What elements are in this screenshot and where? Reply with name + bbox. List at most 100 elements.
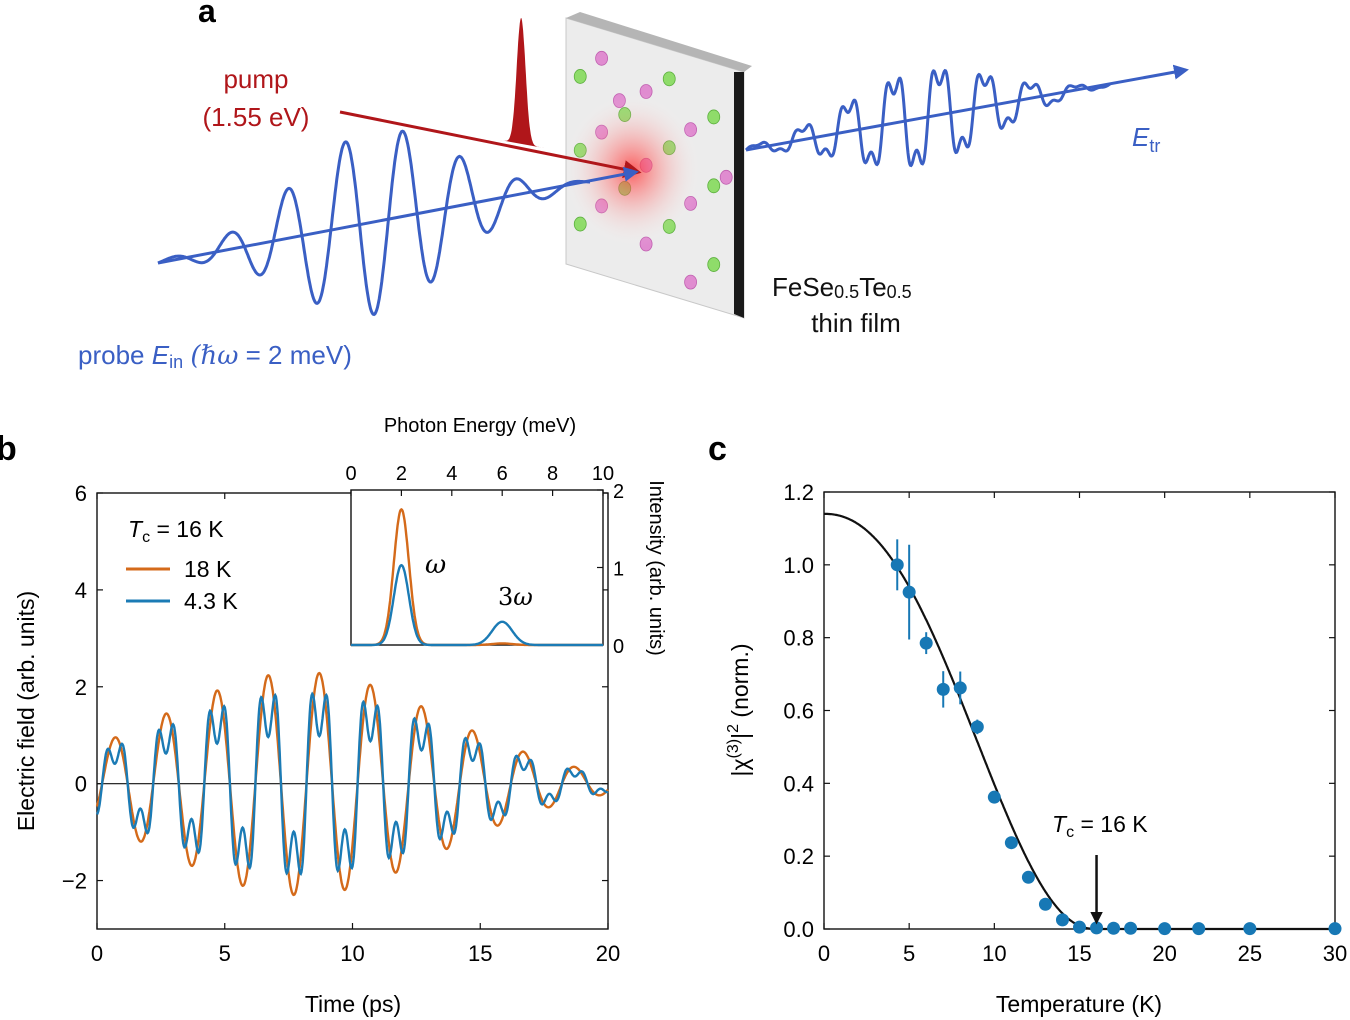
c-point-6 (987, 790, 1001, 804)
pump-arrow (339, 110, 642, 178)
inset-xtick-label-4: 8 (547, 463, 558, 485)
inset-xtick-label-5: 10 (592, 463, 614, 485)
c-xtick-label-6: 30 (1323, 941, 1347, 966)
legend-label-4k: 4.3 K (184, 588, 238, 614)
c-point-18 (1328, 922, 1342, 936)
c-ytick-label-0: 0.0 (783, 917, 814, 942)
inset-xlabel: Photon Energy (meV) (384, 415, 576, 437)
inset-ytick-label-1: 1 (613, 559, 624, 581)
pump-label: pump (223, 64, 288, 94)
c-xtick-label-0: 0 (818, 941, 830, 966)
c-point-0 (890, 558, 904, 572)
b-xtick-label-0: 0 (91, 941, 103, 966)
inset-omega-label: ω (425, 550, 446, 580)
inset-ytick-label-0: 0 (613, 636, 624, 658)
inset-ylabel: Intensity (arb. units) (645, 480, 667, 656)
atom-pink-8 (684, 274, 697, 290)
probe-label: probe Ein (ℏω = 2 meV) (78, 340, 352, 372)
c-point-3 (936, 682, 950, 696)
atom-green-3 (707, 178, 721, 194)
b-series-18K (95, 671, 609, 897)
probe-waveform (157, 129, 590, 317)
c-point-11 (1073, 920, 1086, 934)
c-point-17 (1243, 922, 1257, 936)
fit-curve (824, 512, 1335, 931)
b-ytick-label-0: −2 (62, 869, 87, 894)
b-xtick-label-1: 5 (219, 941, 231, 966)
c-ytick-label-6: 1.2 (783, 480, 814, 505)
b-ytick-label-2: 2 (75, 675, 87, 700)
c-point-12 (1090, 921, 1104, 935)
c-point-10 (1055, 913, 1069, 927)
c-point-4 (953, 681, 967, 695)
c-xtick-label-4: 20 (1152, 941, 1176, 966)
b-series-43K (95, 691, 609, 876)
c-ytick-label-1: 0.2 (783, 844, 814, 869)
panel-b-label: b (0, 430, 17, 468)
panel-a: a pump (1.55 eV) probe Ein (ℏω = 2 meV) … (78, 0, 1189, 372)
c-point-2 (919, 636, 933, 650)
c-frame (823, 491, 1336, 930)
inset-xtick-label-2: 4 (446, 463, 457, 485)
c-ytick-label-3: 0.6 (783, 699, 814, 724)
c-point-13 (1107, 921, 1121, 935)
b-xtick-label-4: 20 (596, 941, 620, 966)
c-xtick-label-2: 10 (982, 941, 1006, 966)
panel-c-ylabel: |χ(3)|2 (norm.) (725, 643, 753, 776)
panel-c-xlabel: Temperature (K) (996, 991, 1162, 1017)
c-point-1 (902, 585, 916, 599)
b-ytick-label-3: 4 (75, 578, 87, 603)
c-point-7 (1004, 836, 1018, 850)
sample-label: FeSe0.5Te0.5 (772, 272, 912, 302)
b-xtick-label-3: 15 (468, 941, 492, 966)
atom-green-7 (707, 257, 721, 272)
panel-a-label: a (198, 0, 216, 29)
atom-pink-9 (719, 169, 733, 185)
c-point-8 (1021, 870, 1035, 884)
legend-label-18k: 18 K (184, 556, 232, 582)
inset-xtick-label-1: 2 (396, 463, 407, 485)
c-ytick-label-4: 0.8 (783, 626, 814, 651)
panel-b-axes: 0 5 10 15 20 −2 0 2 4 6 (62, 481, 620, 966)
panel-c-label: c (708, 430, 727, 468)
c-point-5 (970, 720, 984, 734)
c-point-16 (1192, 922, 1206, 936)
panel-b-xlabel: Time (ps) (305, 991, 401, 1017)
c-point-15 (1158, 922, 1172, 936)
panel-c-points (890, 539, 1342, 936)
panel-b-ylabel: Electric field (arb. units) (13, 591, 39, 831)
inset-3omega-label: 3ω (498, 583, 533, 611)
inset-series (351, 507, 603, 647)
probe-arrow (157, 166, 639, 265)
inset-ytick-label-2: 2 (613, 481, 624, 503)
sample-top-edge (566, 12, 752, 72)
b-ytick-label-4: 6 (75, 481, 87, 506)
legend-title: Tc = 16 K (128, 516, 224, 546)
transmitted-label: Etr (1132, 122, 1160, 156)
c-point-9 (1038, 897, 1052, 911)
sample-side-edge (734, 72, 744, 318)
atom-green-9 (662, 71, 676, 87)
panel-c: c 0 5 10 15 20 25 30 0.0 0.2 0.4 0.6 0.8 1.0 1.2 Temp… (708, 430, 1347, 1017)
panel-c-axes: 0 5 10 15 20 25 30 0.0 0.2 0.4 0.6 0.8 1.0 1.2 (783, 480, 1347, 966)
b-ytick-label-1: 0 (75, 772, 87, 797)
c-xtick-label-5: 25 (1238, 941, 1262, 966)
atom-green-0 (573, 69, 587, 84)
c-xtick-label-1: 5 (903, 941, 915, 966)
pump-energy-label: (1.55 eV) (203, 102, 310, 132)
inset-xtick-label-0: 0 (345, 463, 356, 485)
sample-label-line2: thin film (811, 308, 901, 338)
atom-green-10 (707, 109, 721, 125)
inset-xtick-label-3: 6 (497, 463, 508, 485)
c-ytick-label-5: 1.0 (783, 553, 814, 578)
pump-pulse (500, 18, 544, 148)
c-ytick-label-2: 0.4 (783, 771, 814, 796)
c-point-14 (1124, 921, 1138, 935)
tc-annotation: Tc = 16 K (1052, 811, 1148, 841)
b-xtick-label-2: 10 (340, 941, 364, 966)
c-xtick-label-3: 15 (1067, 941, 1091, 966)
inset-series-43K (351, 563, 603, 647)
atom-pink-0 (595, 50, 608, 66)
